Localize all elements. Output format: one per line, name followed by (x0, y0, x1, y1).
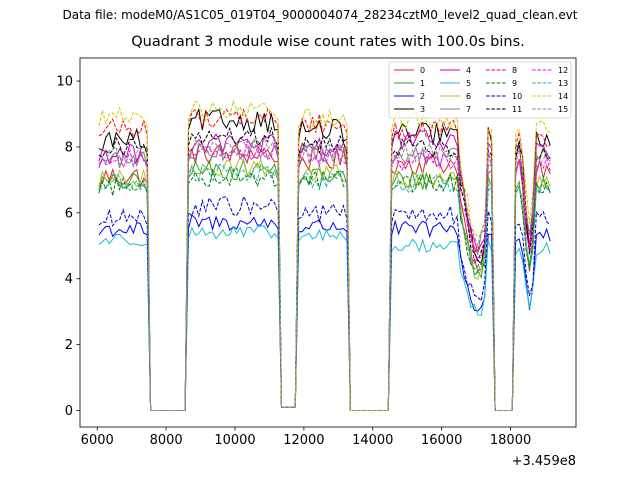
x-tick-label-12000: 12000 (283, 433, 324, 448)
legend-label-12: 12 (558, 66, 568, 75)
series-line-0 (98, 142, 551, 411)
y-tick-label-8: 8 (65, 140, 73, 155)
x-tick-label-6000: 6000 (81, 433, 114, 448)
series-line-13 (98, 163, 551, 411)
x-tick-label-14000: 14000 (352, 433, 393, 448)
legend-label-6: 6 (466, 92, 471, 101)
legend-label-3: 3 (420, 105, 425, 114)
series-line-7 (98, 139, 551, 411)
series-line-15 (98, 136, 551, 411)
y-tick-label-2: 2 (65, 338, 73, 353)
series-line-2 (98, 214, 551, 411)
axes-frame (79, 57, 577, 428)
legend-box (388, 61, 572, 119)
x-tick-label-16000: 16000 (421, 433, 462, 448)
chart-title: Quadrant 3 module wise count rates with … (131, 34, 525, 50)
legend-label-1: 1 (420, 79, 425, 88)
legend-label-0: 0 (420, 66, 425, 75)
series-lines (98, 99, 551, 411)
series-line-1 (98, 158, 551, 411)
x-tick-label-18000: 18000 (490, 433, 531, 448)
axes: 6000 8000 10000 12000 14000 16000 18000 +3.459e… (56, 57, 577, 469)
legend-label-13: 13 (558, 79, 568, 88)
series-line-6 (98, 156, 551, 411)
legend-label-11: 11 (512, 105, 522, 114)
y-tick-label-4: 4 (65, 272, 73, 287)
y-tick-label-10: 10 (56, 75, 73, 90)
legend-label-2: 2 (420, 92, 425, 101)
series-line-11 (98, 126, 551, 411)
legend-label-4: 4 (466, 66, 471, 75)
legend-label-9: 9 (512, 79, 517, 88)
legend-label-15: 15 (558, 105, 568, 114)
series-line-9 (98, 167, 551, 411)
legend-label-5: 5 (466, 79, 471, 88)
series-line-12 (98, 140, 551, 411)
x-tick-label-8000: 8000 (150, 433, 183, 448)
legend-label-8: 8 (512, 66, 517, 75)
legend-label-14: 14 (558, 92, 568, 101)
legend-label-10: 10 (512, 92, 522, 101)
x-tick-label-10000: 10000 (214, 433, 255, 448)
x-offset-label: +3.459e8 (512, 454, 576, 469)
y-tick-label-6: 6 (65, 206, 73, 221)
figure-suptitle: Data file: modeM0/AS1C05_019T04_90000040… (62, 8, 578, 22)
y-tick-label-0: 0 (65, 404, 73, 419)
legend-label-7: 7 (466, 105, 471, 114)
